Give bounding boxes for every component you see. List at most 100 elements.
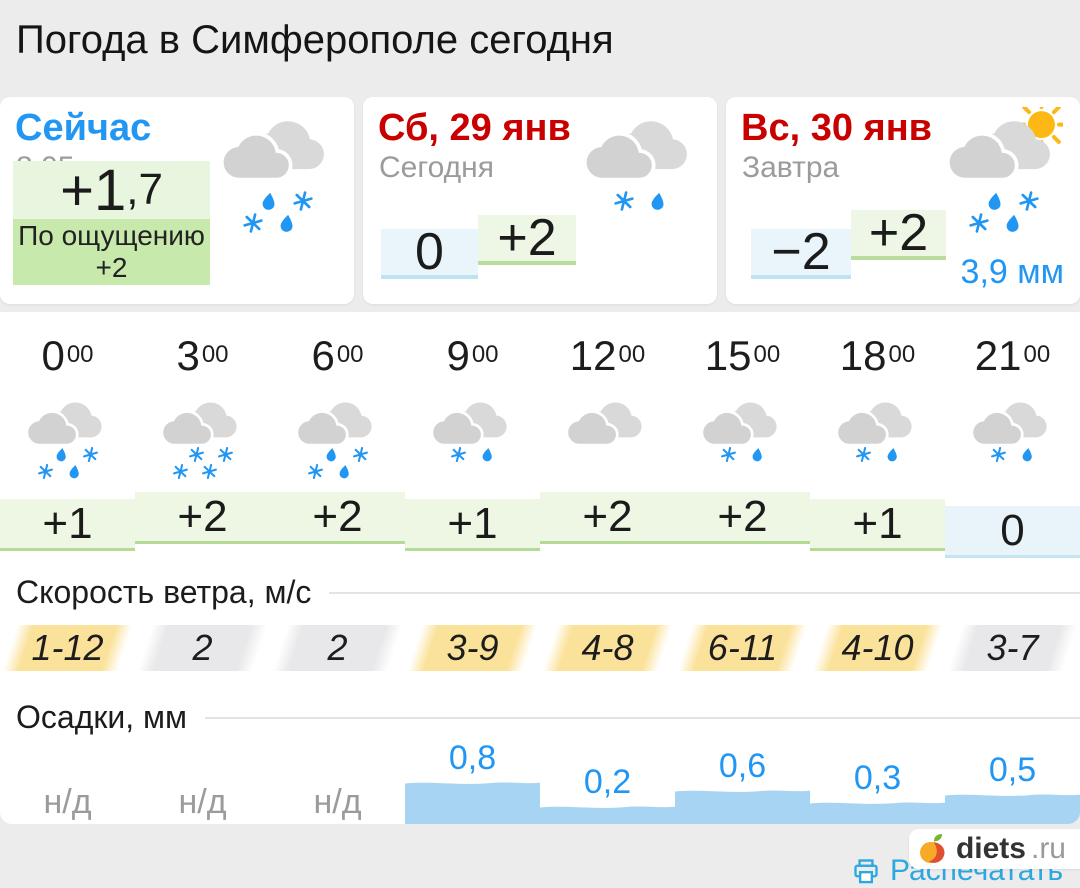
precip-bar [945,794,1080,824]
precip-na: н/д [43,783,92,821]
raindrop-icon [280,214,292,232]
hour-label: 2100 [974,332,1051,379]
snowflake-icon [217,446,233,463]
summary-cards: Сейчас 8:05 +1,7 По ощущению +2 Сб, 29 я… [0,97,1080,304]
hour-label: 1500 [704,332,781,379]
clouds-icon [159,402,237,447]
clouds-icon [564,402,642,447]
hour-precip: 0,2 [540,732,675,824]
clouds-icon [699,402,777,447]
snowflake-icon [82,446,98,463]
weather-icon-now [215,107,340,234]
hour-temperature: +1 [810,499,945,551]
clouds-icon [969,402,1047,447]
raindrop-icon [1006,214,1018,232]
raindrop-icon [56,448,66,462]
precip-glyphs [270,446,405,480]
wind-value: 4-10 [841,627,914,668]
sun-clouds-icon [945,97,1068,182]
card-tomorrow-sub: Завтра [742,151,840,184]
precip-glyphs [675,446,810,463]
clouds-icon [219,121,324,182]
hour-label: 600 [311,332,364,379]
hour-precip: 0,3 [810,732,945,824]
raindrop-icon [69,465,79,479]
snowflake-icon [352,446,368,463]
precip-value: 0,5 [988,751,1037,789]
bar-wave [675,790,810,795]
snowflake-icon [307,463,323,480]
hour-weather-icon [945,392,1080,490]
precip-glyphs [135,446,270,480]
precip-glyphs [810,446,945,463]
bar-wave [405,782,540,787]
bar-wave [540,806,675,811]
hour-label: 300 [176,332,229,379]
icons-row [0,392,1080,490]
wind-value: 2 [192,627,213,668]
page-title: Погода в Симферополе сегодня [16,18,614,62]
hour-weather-icon [0,392,135,490]
tomorrow-temp-min: −2 [751,223,851,281]
hour-label: 000 [41,332,94,379]
tomorrow-precip-total: 3,9 мм [960,253,1064,291]
weather-icon-today [578,107,703,212]
card-today-sub: Сегодня [379,151,494,184]
raindrop-icon [326,448,336,462]
precip-value: 0,8 [448,739,497,777]
precip-glyphs [945,446,1080,463]
footer: Распечатать diets .ru [0,824,1080,887]
hour-wind: 2 [270,625,405,671]
wind-value: 4-8 [581,627,634,668]
apple-icon [919,834,945,863]
hour-label: 1200 [569,332,646,379]
hour-wind: 2 [135,625,270,671]
hour-weather-icon [810,392,945,490]
precip-bar [405,782,540,824]
brand-logo[interactable]: diets .ru [908,829,1080,869]
hour-temperature: 0 [945,506,1080,558]
printer-icon [854,859,878,884]
clouds-icon [582,121,687,182]
snowflake-icon [720,446,736,463]
precip-glyphs [578,190,703,212]
hour-weather-icon [405,392,540,490]
feels-like-label: По ощущению [18,220,205,251]
wind-rule [329,591,1080,594]
hour-wind: 6-11 [675,625,810,671]
hour-temperature: +1 [405,499,540,551]
brand-suffix: .ru [1030,832,1066,865]
precip-bar [540,806,675,824]
hour-wind: 3-7 [945,625,1080,671]
precip-na: н/д [313,783,362,821]
current-temp-int: +1 [60,157,127,223]
precip-glyphs [0,446,135,480]
snowflake-icon [855,446,871,463]
snowflake-icon [201,463,217,480]
snowflake-icon [292,191,313,211]
hour-temperature: +1 [0,499,135,551]
current-temp-frac: ,7 [126,165,163,214]
precip-chart: н/д н/д н/д 0,8 0,2 [0,732,1080,824]
raindrop-icon [262,192,274,210]
precip-bar [675,790,810,824]
precip-section-title: Осадки, мм [16,699,188,735]
precip-na: н/д [178,783,227,821]
hour-temperature: +2 [675,492,810,544]
clouds-icon [294,402,372,447]
precip-value: 0,2 [583,763,632,801]
precip-section-head: Осадки, мм [16,699,1080,736]
snowflake-icon [990,446,1006,463]
hour-wind: 4-10 [810,625,945,671]
clouds-icon [429,402,507,447]
raindrop-icon [988,192,1000,210]
current-temperature: +1,7 [13,158,210,223]
feels-like-value: +2 [95,252,128,283]
hour-precip: 0,8 [405,732,540,824]
printer-icon [852,857,880,885]
hour-precip: н/д [0,732,135,824]
snowflake-icon [968,213,989,233]
raindrop-icon [482,448,492,462]
hour-temperature: +2 [540,492,675,544]
hour-wind: 1-12 [0,625,135,671]
